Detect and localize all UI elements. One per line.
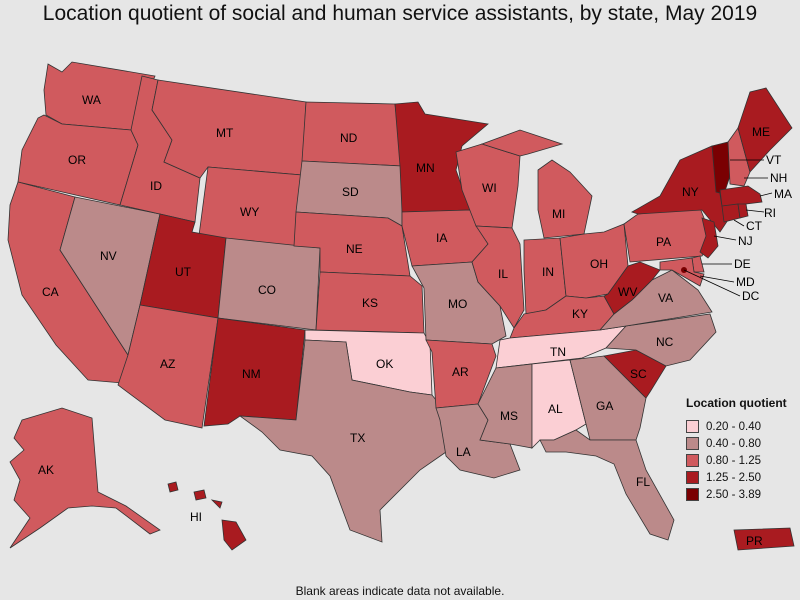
legend-label: 0.20 - 0.40	[706, 420, 761, 433]
state-pr[interactable]	[733, 527, 795, 551]
legend-label: 2.50 - 3.89	[706, 488, 761, 501]
legend-item: 0.80 - 1.25	[686, 452, 798, 469]
legend-swatch	[686, 488, 699, 501]
state-nh[interactable]	[727, 127, 751, 187]
label-nv: NV	[100, 249, 117, 263]
label-md: MD	[736, 275, 755, 289]
label-me: ME	[752, 125, 770, 139]
label-ct: CT	[746, 219, 763, 233]
legend-label: 0.40 - 0.80	[706, 437, 761, 450]
state-ri[interactable]	[737, 203, 749, 219]
label-dc: DC	[742, 289, 760, 303]
label-hi: HI	[190, 510, 202, 524]
legend-label: 1.25 - 2.50	[706, 471, 761, 484]
footnote: Blank areas indicate data not available.	[295, 584, 505, 598]
label-la: LA	[456, 445, 471, 459]
legend-swatch	[686, 420, 699, 433]
state-me[interactable]	[737, 87, 793, 173]
label-mo: MO	[448, 297, 467, 311]
label-mn: MN	[416, 161, 435, 175]
label-or: OR	[68, 153, 86, 167]
label-id: ID	[150, 179, 162, 193]
map-legend: Location quotient 0.20 - 0.40 0.40 - 0.8…	[686, 396, 798, 503]
label-fl: FL	[636, 475, 650, 489]
label-sc: SC	[630, 367, 647, 381]
label-al: AL	[548, 402, 563, 416]
state-ks[interactable]	[315, 271, 425, 334]
map-title: Location quotient of social and human se…	[42, 2, 758, 25]
label-wv: WV	[618, 285, 637, 299]
label-ga: GA	[596, 399, 613, 413]
state-mi[interactable]	[480, 129, 593, 239]
state-ak[interactable]	[9, 407, 161, 549]
label-ma: MA	[774, 187, 792, 201]
state-il[interactable]	[471, 225, 525, 329]
label-tn: TN	[550, 345, 566, 359]
label-va: VA	[658, 291, 673, 305]
legend-swatch	[686, 454, 699, 467]
label-oh: OH	[590, 257, 608, 271]
state-hi[interactable]	[167, 481, 247, 551]
label-ny: NY	[682, 185, 699, 199]
state-ct[interactable]	[721, 203, 741, 223]
label-nh: NH	[770, 171, 787, 185]
label-ut: UT	[175, 265, 192, 279]
label-tx: TX	[350, 431, 365, 445]
label-ia: IA	[436, 231, 447, 245]
state-sc[interactable]	[603, 349, 667, 399]
state-vt[interactable]	[711, 141, 731, 195]
label-vt: VT	[766, 153, 782, 167]
label-ri: RI	[764, 206, 776, 220]
label-pa: PA	[656, 235, 671, 249]
label-wi: WI	[482, 181, 497, 195]
label-mi: MI	[552, 207, 565, 221]
label-nj: NJ	[738, 234, 753, 248]
label-co: CO	[258, 283, 276, 297]
state-ma[interactable]	[719, 185, 763, 207]
label-sd: SD	[342, 185, 359, 199]
label-ks: KS	[362, 296, 378, 310]
legend-label: 0.80 - 1.25	[706, 454, 761, 467]
label-ok: OK	[376, 357, 393, 371]
label-il: IL	[498, 267, 508, 281]
label-az: AZ	[160, 357, 175, 371]
legend-item: 0.40 - 0.80	[686, 435, 798, 452]
state-fl[interactable]	[539, 429, 675, 541]
legend-item: 2.50 - 3.89	[686, 486, 798, 503]
state-tx[interactable]	[238, 339, 447, 543]
label-nm: NM	[242, 367, 261, 381]
label-in: IN	[542, 265, 554, 279]
label-wy: WY	[240, 205, 259, 219]
legend-swatch	[686, 471, 699, 484]
label-ar: AR	[452, 365, 469, 379]
label-ky: KY	[572, 307, 588, 321]
legend-item: 1.25 - 2.50	[686, 469, 798, 486]
legend-swatch	[686, 437, 699, 450]
label-nc: NC	[656, 335, 674, 349]
legend-title: Location quotient	[686, 396, 787, 410]
label-mt: MT	[216, 126, 234, 140]
legend-item: 0.20 - 0.40	[686, 418, 798, 435]
state-labels: WA OR CA NV ID MT WY UT AZ CO NM ND SD N…	[38, 93, 792, 548]
label-nd: ND	[340, 131, 358, 145]
label-leader-lines	[683, 159, 773, 297]
state-nj[interactable]	[699, 217, 719, 259]
label-ms: MS	[500, 409, 518, 423]
label-pr: PR	[746, 534, 763, 548]
label-ne: NE	[346, 242, 363, 256]
label-ak: AK	[38, 463, 54, 477]
label-ca: CA	[42, 285, 59, 299]
label-de: DE	[734, 257, 751, 271]
label-wa: WA	[82, 93, 101, 107]
